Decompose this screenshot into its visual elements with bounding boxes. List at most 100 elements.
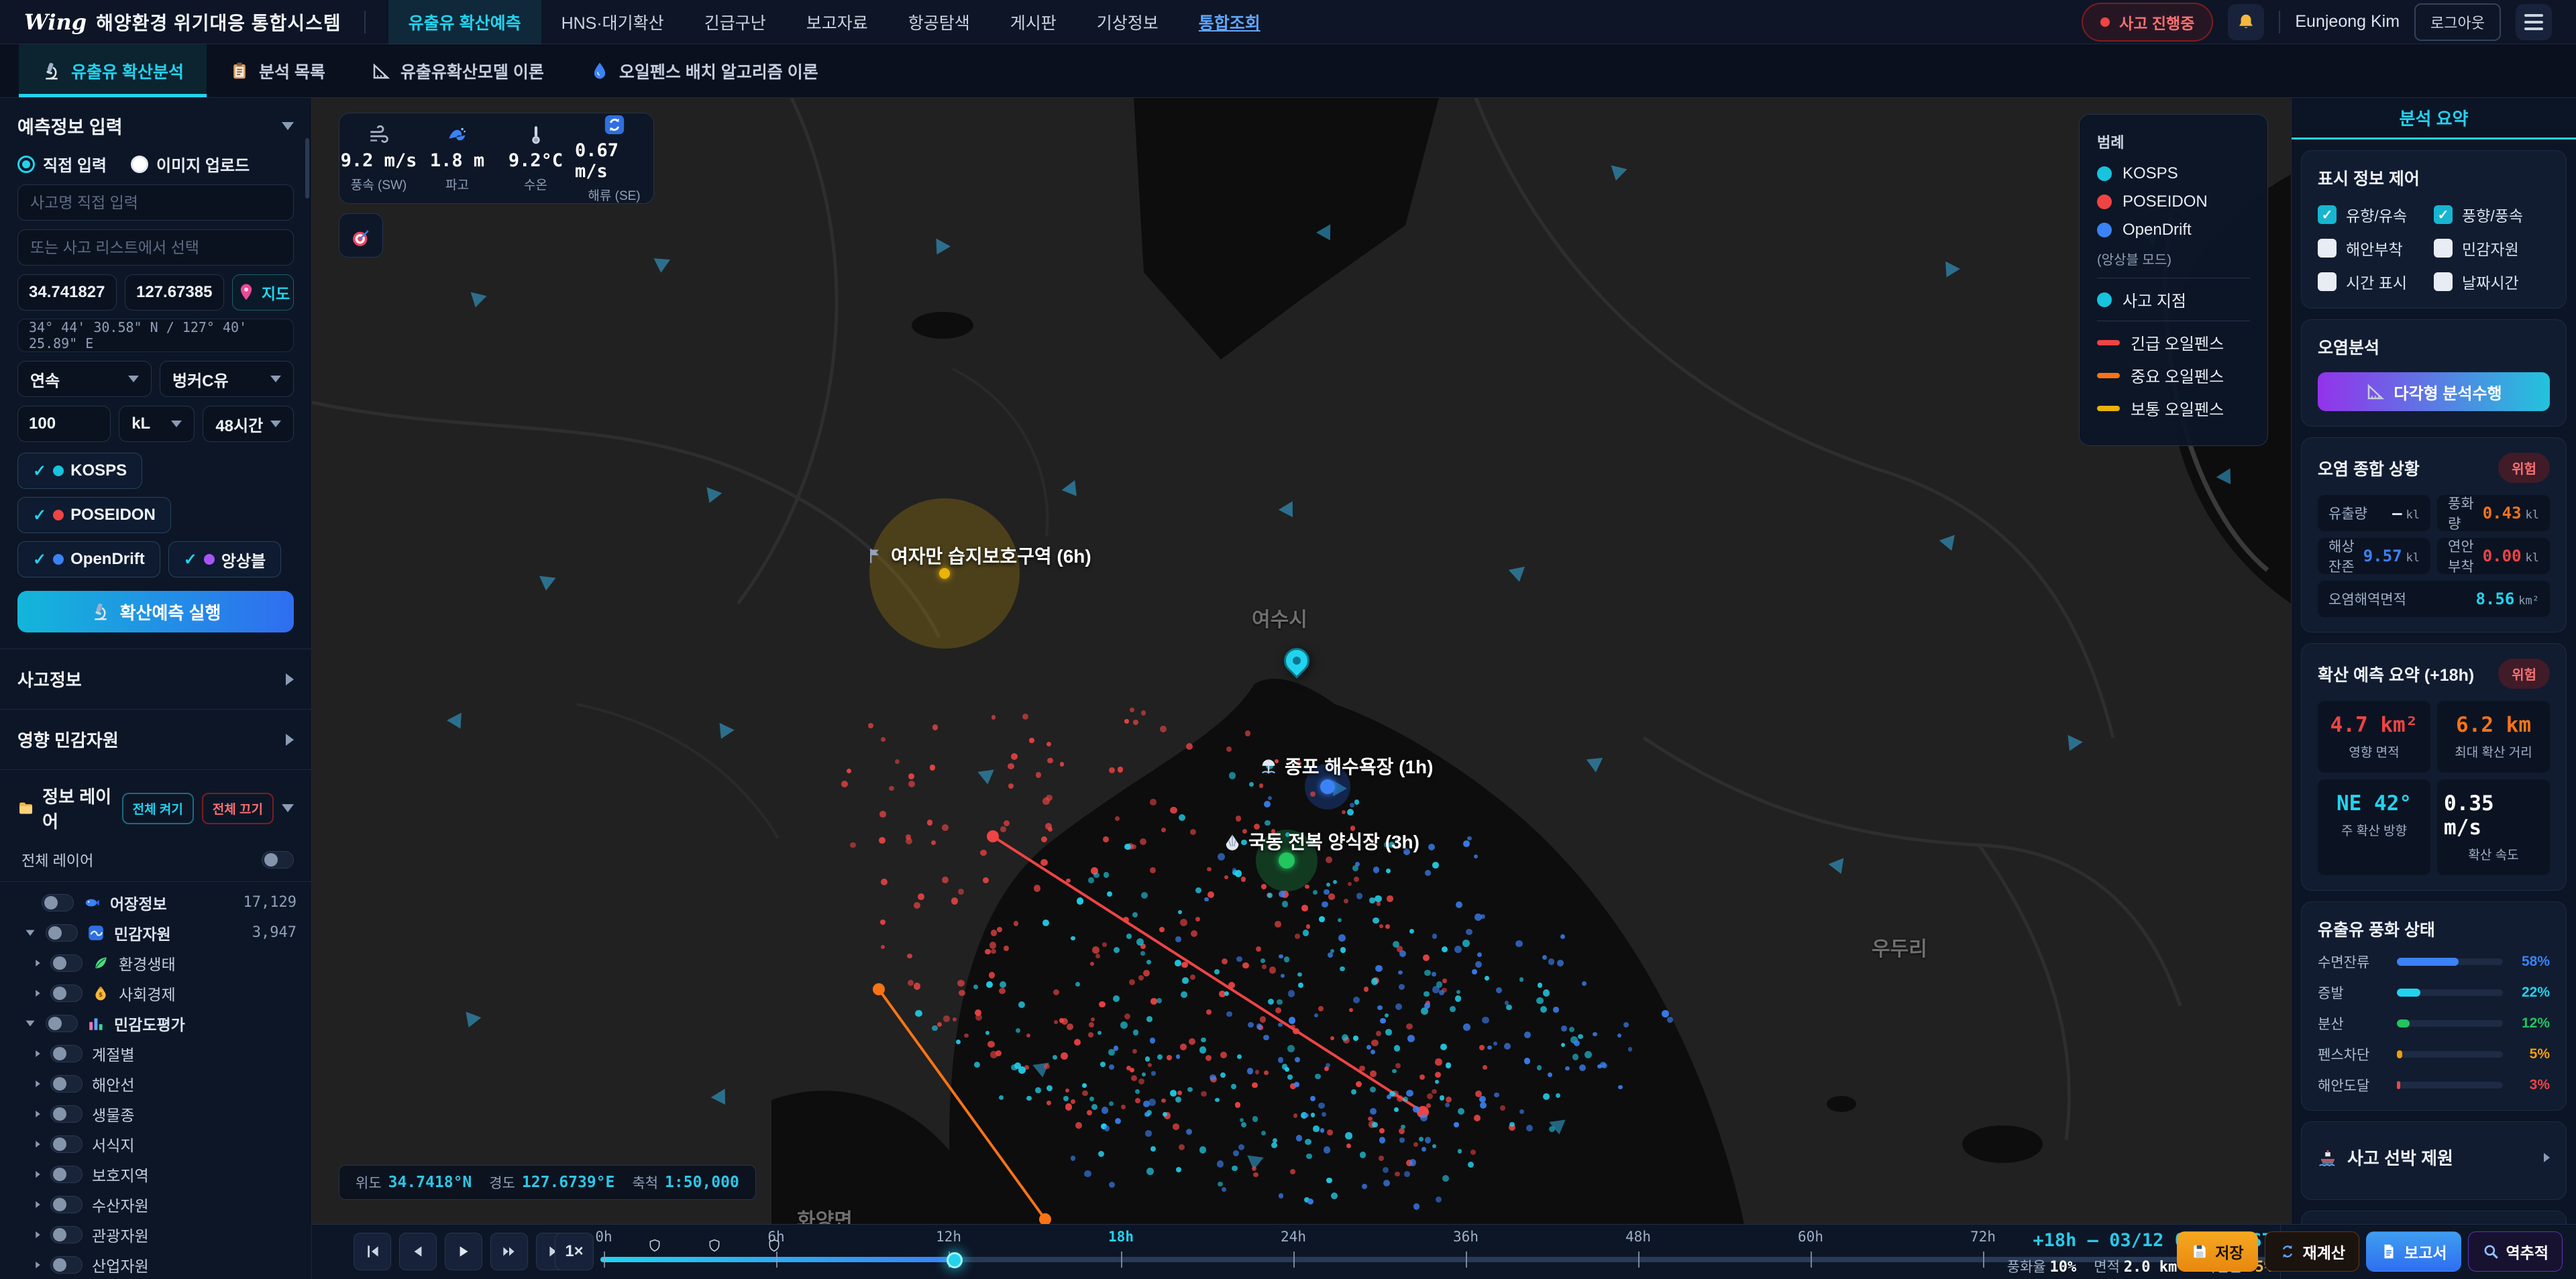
play-button[interactable] bbox=[445, 1233, 482, 1270]
caret-closed-icon[interactable] bbox=[36, 989, 40, 997]
layer-toggle-사회경제[interactable] bbox=[50, 984, 83, 1002]
latitude-input[interactable] bbox=[17, 274, 117, 311]
caret-closed-icon[interactable] bbox=[36, 959, 40, 966]
step-back-button[interactable] bbox=[399, 1233, 437, 1270]
display-check-해안부착[interactable]: 해안부착 bbox=[2318, 237, 2434, 260]
nav-item-긴급구난[interactable]: 긴급구난 bbox=[704, 13, 766, 33]
collapse-layers-icon[interactable] bbox=[282, 804, 294, 812]
tab-유출유확산모델 이론[interactable]: 유출유확산모델 이론 bbox=[348, 44, 567, 97]
timeline-track[interactable] bbox=[600, 1257, 2271, 1262]
nav-item-기상정보[interactable]: 기상정보 bbox=[1096, 13, 1159, 33]
layer-toggle-관광자원[interactable] bbox=[50, 1225, 83, 1243]
layer-toggle-계절별[interactable] bbox=[50, 1044, 83, 1062]
저장-button[interactable]: 저장 bbox=[2177, 1231, 2258, 1272]
incident-list-input[interactable] bbox=[17, 229, 294, 266]
spill-type-select[interactable]: 연속 bbox=[17, 361, 152, 397]
nav-item-HNS·대기확산[interactable]: HNS·대기확산 bbox=[561, 13, 664, 33]
caret-closed-icon[interactable] bbox=[36, 1140, 40, 1148]
nav-item-유출유 확산예측[interactable]: 유출유 확산예측 bbox=[388, 0, 541, 44]
menu-button[interactable] bbox=[2516, 3, 2552, 40]
caret-closed-icon[interactable] bbox=[36, 1080, 40, 1087]
fast-forward-button[interactable] bbox=[490, 1233, 528, 1270]
layers-all-on-button[interactable]: 전체 켜기 bbox=[121, 792, 194, 824]
poi-dot-0[interactable] bbox=[939, 568, 950, 579]
logout-button[interactable]: 로그아웃 bbox=[2414, 3, 2501, 41]
display-check-유향/유속[interactable]: ✓ 유향/유속 bbox=[2318, 203, 2434, 226]
model-chip-앙상블[interactable]: ✓ 앙상블 bbox=[168, 541, 282, 577]
caret-closed-icon[interactable] bbox=[36, 1261, 40, 1268]
master-layer-toggle[interactable] bbox=[262, 851, 294, 869]
caret-closed-icon[interactable] bbox=[36, 1170, 40, 1178]
model-chip-KOSPS[interactable]: ✓ KOSPS bbox=[17, 453, 143, 489]
timeline-handle[interactable] bbox=[947, 1252, 963, 1268]
layer-toggle-보호지역[interactable] bbox=[50, 1165, 83, 1183]
재계산-button[interactable]: 재계산 bbox=[2264, 1231, 2360, 1272]
oil-type-select[interactable]: 벙커C유 bbox=[160, 361, 294, 397]
fence-event-marker-icon[interactable] bbox=[708, 1238, 721, 1253]
notifications-button[interactable] bbox=[2228, 3, 2265, 40]
display-check-날짜시간[interactable]: 날짜시간 bbox=[2434, 270, 2550, 293]
caret-closed-icon[interactable] bbox=[36, 1231, 40, 1238]
longitude-input[interactable] bbox=[125, 274, 224, 311]
radio-direct-input[interactable]: 직접 입력 bbox=[17, 152, 107, 176]
layer-toggle-어장정보[interactable] bbox=[42, 893, 74, 911]
collapse-section-icon[interactable] bbox=[282, 121, 294, 130]
layer-toggle-해안선[interactable] bbox=[50, 1074, 83, 1093]
caret-open-icon[interactable] bbox=[25, 1020, 35, 1026]
layer-toggle-민감도평가[interactable] bbox=[46, 1014, 78, 1032]
incident-name-input[interactable] bbox=[17, 184, 294, 221]
duration-select[interactable]: 48시간 bbox=[203, 406, 294, 442]
playback-speed-button[interactable]: 1× bbox=[555, 1233, 594, 1270]
skip-start-button[interactable] bbox=[354, 1233, 391, 1270]
caret-closed-icon[interactable] bbox=[36, 1050, 40, 1057]
run-prediction-button[interactable]: 확산예측 실행 bbox=[17, 591, 294, 632]
caret-closed-icon[interactable] bbox=[36, 1201, 40, 1208]
spill-particle bbox=[1548, 1126, 1555, 1133]
section-incident-info[interactable]: 사고정보 bbox=[0, 649, 311, 709]
target-icon bbox=[351, 225, 371, 246]
radio-image-upload[interactable]: 이미지 업로드 bbox=[131, 152, 250, 176]
tab-유출유 확산분석[interactable]: 유출유 확산분석 bbox=[19, 44, 207, 97]
nav-item-보고자료[interactable]: 보고자료 bbox=[806, 13, 868, 33]
amount-input[interactable] bbox=[17, 406, 111, 442]
display-check-시간 표시[interactable]: 시간 표시 bbox=[2318, 270, 2434, 293]
caret-open-icon[interactable] bbox=[25, 930, 35, 936]
display-check-풍향/풍속[interactable]: ✓ 풍향/풍속 bbox=[2434, 203, 2550, 226]
보고서-button[interactable]: 보고서 bbox=[2366, 1231, 2461, 1272]
model-chip-OpenDrift[interactable]: ✓ OpenDrift bbox=[17, 541, 160, 577]
scale-readout: 1:50,000 bbox=[665, 1174, 739, 1191]
layer-toggle-수산자원[interactable] bbox=[50, 1195, 83, 1213]
spill-particle bbox=[936, 1022, 942, 1027]
display-check-민감자원[interactable]: 민감자원 bbox=[2434, 237, 2550, 260]
tab-오일펜스 배치 알고리즘 이론[interactable]: 오일펜스 배치 알고리즘 이론 bbox=[567, 44, 841, 97]
unit-select[interactable]: kL bbox=[119, 406, 195, 442]
nav-item-통합조회[interactable]: 통합조회 bbox=[1198, 13, 1260, 33]
역추적-button[interactable]: 역추적 bbox=[2467, 1231, 2563, 1272]
section-sensitive-resources[interactable]: 영향 민감자원 bbox=[0, 709, 311, 769]
poi-dot-2[interactable] bbox=[1279, 852, 1295, 869]
polygon-analysis-button[interactable]: 다각형 분석수행 bbox=[2318, 372, 2550, 411]
model-chip-POSEIDON[interactable]: ✓ POSEIDON bbox=[17, 497, 171, 533]
vessel-spec-card[interactable]: 사고 선박 제원 bbox=[2301, 1121, 2567, 1200]
dms-coordinates: 34° 44' 30.58" N / 127° 40' 25.89" E bbox=[17, 319, 294, 352]
caret-closed-icon[interactable] bbox=[36, 1110, 40, 1117]
nav-item-게시판[interactable]: 게시판 bbox=[1010, 13, 1057, 33]
pick-on-map-button[interactable]: 지도 bbox=[232, 274, 294, 311]
sidebar-scrollbar[interactable] bbox=[305, 138, 309, 199]
map-canvas[interactable]: 여수시 화양면 우두리 여자만 습지보호구역 (6h) 종포 해수욕장 (1h) 국동 전… bbox=[312, 98, 2291, 1224]
layer-toggle-환경생태[interactable] bbox=[50, 954, 83, 972]
timeline-label-18h: 18h bbox=[1108, 1229, 1134, 1245]
nav-item-항공탐색[interactable]: 항공탐색 bbox=[908, 13, 970, 33]
layers-all-off-button[interactable]: 전체 끄기 bbox=[201, 792, 274, 824]
spill-particle bbox=[1481, 913, 1486, 919]
tab-분석 목록[interactable]: 분석 목록 bbox=[207, 44, 348, 97]
owner-insurance-card[interactable]: 선주 / 보험 bbox=[2301, 1211, 2567, 1224]
layer-toggle-산업자원[interactable] bbox=[50, 1256, 83, 1274]
layer-toggle-민감자원[interactable] bbox=[46, 924, 78, 942]
recenter-target-button[interactable] bbox=[339, 213, 383, 258]
fence-event-marker-icon[interactable] bbox=[648, 1238, 661, 1253]
poi-dot-1[interactable] bbox=[1320, 779, 1335, 794]
layer-toggle-서식지[interactable] bbox=[50, 1135, 83, 1153]
layer-toggle-생물종[interactable] bbox=[50, 1105, 83, 1123]
fence-event-marker-icon[interactable] bbox=[767, 1238, 781, 1253]
